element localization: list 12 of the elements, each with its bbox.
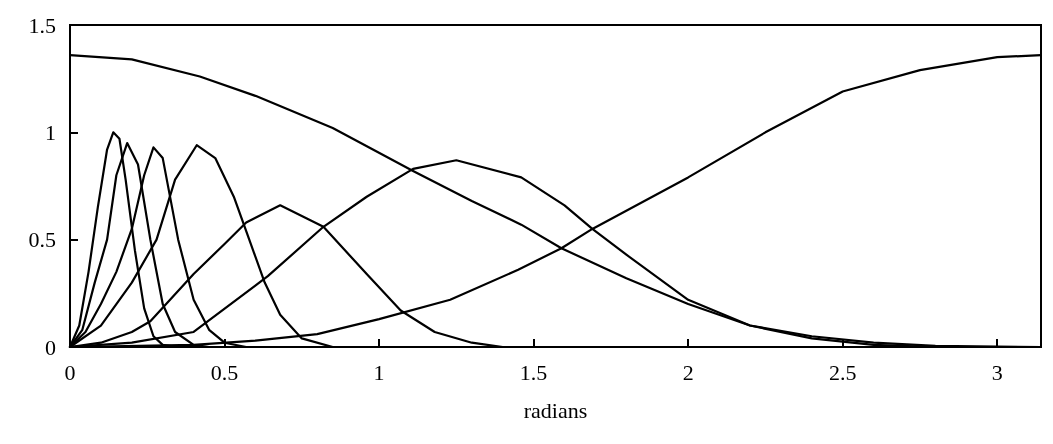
x-tick-label: 0 (64, 359, 76, 385)
x-tick-label: 3 (991, 359, 1003, 385)
y-tick-label: 1 (45, 119, 56, 145)
y-tick-label: 0 (45, 334, 56, 360)
y-tick-label: 1.5 (28, 12, 56, 38)
x-axis-title: radians (523, 397, 588, 423)
x-tick-label: 0.5 (210, 359, 239, 385)
x-tick-label: 2 (682, 359, 694, 385)
y-tick-label: 0.5 (28, 227, 56, 253)
x-tick-label: 1 (373, 359, 385, 385)
x-tick-label: 1.5 (519, 359, 548, 385)
x-tick-label: 2.5 (828, 359, 857, 385)
